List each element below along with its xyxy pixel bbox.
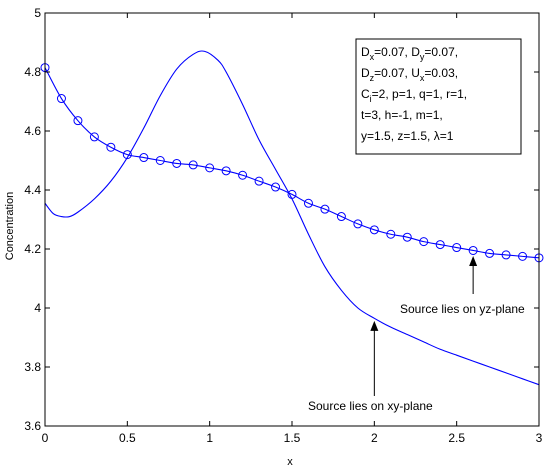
parameter-text: D [411,45,420,59]
y-axis-ticks: 3.6 3.8 4 4.2 4.4 4.6 4.8 5 [24,6,539,433]
marker-layer [40,63,544,263]
parameter-text: =0.03, [424,66,458,80]
y-tick-label: 3.6 [24,419,41,433]
data-point-marker [238,170,248,180]
data-point-marker [336,212,346,222]
data-point-marker [205,163,215,173]
parameter-line: Ci=2, p=1, q=1, r=1, [361,87,467,104]
y-tick-label: 4.8 [24,65,41,79]
parameter-text: U [411,66,420,80]
data-point-marker [106,142,116,152]
data-point-marker [287,189,297,199]
data-point-marker [353,219,363,229]
parameter-text: t=3, h=-1, m=1, [361,108,443,122]
annotations-layer: Source lies on yz-plane Source lies on xy… [308,255,525,413]
data-point-marker [122,150,132,160]
parameter-subscript: x [370,52,375,62]
y-tick-label: 3.8 [24,360,41,374]
annotation-yz-plane-arrow-head [469,255,478,266]
parameter-text: C [361,87,370,101]
data-point-marker [402,232,412,242]
data-point-marker [271,182,281,192]
x-tick-label: 2 [371,431,378,445]
parameter-line: y=1.5, z=1.5, λ=1 [361,129,454,143]
data-point-marker [56,94,66,104]
series-layer [44,50,540,386]
parameter-subscript: x [420,73,425,83]
annotation-xy-plane-label: Source lies on xy-plane [308,399,433,413]
annotation-yz-plane-label: Source lies on yz-plane [400,302,525,316]
parameter-box: Dx=0.07, Dy=0.07,Dz=0.07, Ux=0.03,Ci=2, … [355,38,522,155]
data-point-marker [172,158,182,168]
y-tick-label: 4.2 [24,242,41,256]
parameter-line: t=3, h=-1, m=1, [361,108,443,122]
series-xy-plane-line [44,50,540,386]
parameter-box-frame [355,38,522,155]
data-point-marker [369,225,379,235]
parameter-text: =0.07, [374,45,411,59]
y-axis-label: Concentration [4,192,16,261]
y-tick-label: 4.6 [24,124,41,138]
parameter-subscript: y [420,52,425,62]
x-tick-label: 3 [536,431,543,445]
y-tick-label: 5 [34,6,41,20]
data-point-marker [419,237,429,247]
y-tick-label: 4.4 [24,183,41,197]
data-point-marker [89,132,99,142]
data-point-marker [518,251,528,261]
parameter-text: =2, p=1, q=1, r=1, [372,87,467,101]
parameter-subscript: z [370,73,375,83]
data-point-marker [188,160,198,170]
x-axis-label: x [287,456,293,468]
parameter-text: D [361,66,370,80]
data-point-marker [73,116,83,126]
parameter-text: =0.07, [374,66,411,80]
data-point-marker [386,229,396,239]
data-point-marker [320,204,330,214]
x-tick-label: 2.5 [448,431,465,445]
data-point-marker [485,248,495,258]
parameter-text: =0.07, [424,45,458,59]
x-tick-label: 0.5 [119,431,136,445]
x-tick-label: 1.5 [284,431,301,445]
annotation-xy-plane-arrow-head [370,320,379,331]
data-point-marker [254,176,264,186]
x-tick-label: 0 [42,431,49,445]
series-yz-plane-line [44,67,540,259]
data-point-marker [303,198,313,208]
data-point-marker [452,243,462,253]
data-point-marker [435,240,445,250]
y-tick-label: 4 [34,301,41,315]
x-tick-label: 1 [206,431,213,445]
data-point-marker [468,245,478,255]
data-point-marker [155,156,165,165]
x-axis-ticks: 0 0.5 1 1.5 2 2.5 3 [42,13,543,445]
parameter-subscript: i [370,94,372,104]
parameter-text: y=1.5, z=1.5, λ=1 [361,129,454,143]
parameter-line: Dx=0.07, Dy=0.07, [361,45,458,62]
data-point-marker [221,166,231,176]
parameter-line: Dz=0.07, Ux=0.03, [361,66,458,83]
parameter-text: D [361,45,370,59]
data-point-marker [501,250,511,260]
data-point-marker [139,153,149,163]
